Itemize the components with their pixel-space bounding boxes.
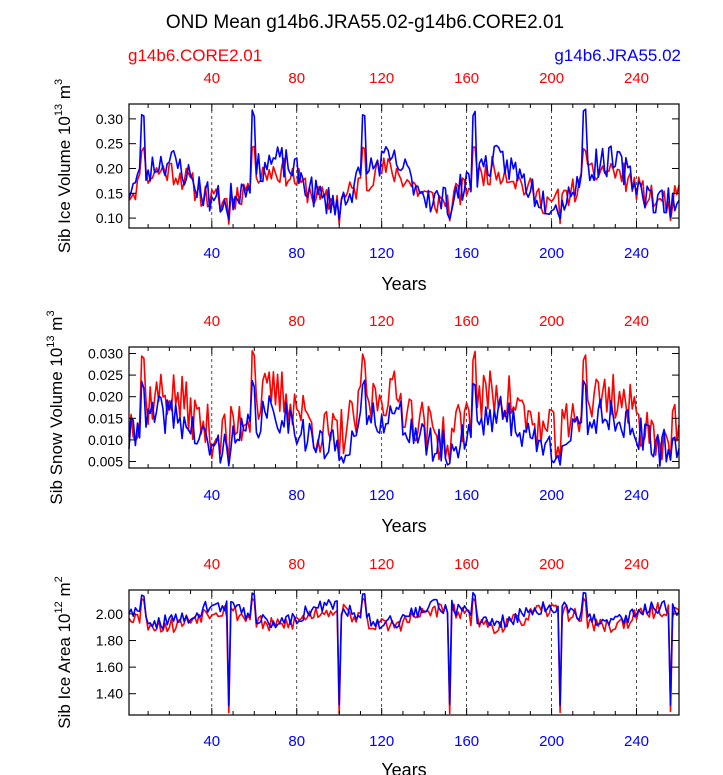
y-axis-label-base: 10	[55, 116, 74, 140]
y-tick-label: 0.010	[88, 432, 123, 448]
panel-sib-ice-volume: 40 40 80 80 120 120 160 160 200 200 240 240 0.10 0.15…	[53, 70, 680, 294]
x-tick-label-top: 80	[288, 556, 305, 573]
y-axis-label-text: Sib Ice Volume	[55, 140, 74, 253]
y-axis-label-unit: m	[47, 317, 66, 336]
y-axis-label: Sib Ice Area 1012 m2	[53, 576, 74, 729]
x-tick-label-top: 40	[203, 313, 220, 330]
y-axis-label-base: 10	[47, 348, 66, 372]
y-axis-label-power: 13	[53, 104, 65, 116]
series-line-jra	[128, 379, 680, 467]
y-axis-label-unit: m	[55, 582, 74, 601]
figure-title: OND Mean g14b6.JRA55.02-g14b6.CORE2.01	[166, 12, 564, 33]
plot-frame	[128, 346, 680, 469]
series-line-jra	[128, 108, 680, 221]
x-tick-label-bottom: 160	[454, 487, 479, 504]
x-tick-label-bottom: 80	[288, 245, 305, 262]
y-axis-label-text: Sib Snow Volume	[47, 371, 66, 504]
series-line-core	[128, 350, 680, 462]
panel-sib-ice-area: 40 40 80 80 120 120 160 160 200 200 240 240 1.40 1.60…	[53, 556, 680, 775]
x-tick-label-bottom: 40	[203, 245, 220, 262]
y-axis-label-base: 10	[55, 613, 74, 637]
x-tick-label-bottom: 160	[454, 245, 479, 262]
x-tick-label-bottom: 240	[624, 487, 649, 504]
y-axis-label-unit-power: 3	[53, 79, 65, 85]
x-tick-label-top: 240	[624, 70, 649, 87]
y-tick-label: 2.00	[96, 606, 123, 622]
x-tick-label-top: 120	[369, 313, 394, 330]
x-tick-label-top: 160	[454, 70, 479, 87]
y-tick-label: 0.10	[96, 210, 123, 226]
x-tick-label-bottom: 80	[288, 487, 305, 504]
x-tick-label-top: 40	[203, 70, 220, 87]
x-tick-label-bottom: 80	[288, 733, 305, 750]
y-tick-label: 0.15	[96, 185, 123, 201]
y-tick-label: 0.30	[96, 111, 123, 127]
y-axis-label: Sib Ice Volume 1013 m3	[53, 79, 74, 253]
x-tick-label-bottom: 40	[203, 733, 220, 750]
x-tick-label-top: 200	[539, 70, 564, 87]
y-axis-label-power: 12	[53, 601, 65, 613]
legend-right-label: g14b6.JRA55.02	[554, 46, 681, 65]
y-tick-label: 0.25	[96, 136, 123, 152]
plot-frame	[128, 589, 680, 716]
x-tick-label-bottom: 120	[369, 733, 394, 750]
y-axis-label-unit-power: 2	[53, 576, 65, 582]
x-tick-label-bottom: 120	[369, 245, 394, 262]
x-tick-label-top: 40	[203, 556, 220, 573]
x-tick-label-top: 200	[539, 313, 564, 330]
y-axis-label-unit-power: 3	[45, 310, 57, 316]
y-tick-label: 1.60	[96, 659, 123, 675]
series-line-core	[128, 597, 680, 715]
y-axis-label-unit: m	[55, 85, 74, 104]
x-tick-label-top: 240	[624, 556, 649, 573]
panel-sib-snow-volume: 40 40 80 80 120 120 160 160 200 200 240 240 0.005 0.0…	[45, 310, 680, 536]
x-tick-label-top: 120	[369, 556, 394, 573]
x-tick-label-bottom: 200	[539, 733, 564, 750]
x-tick-label-bottom: 120	[369, 487, 394, 504]
x-tick-label-top: 120	[369, 70, 394, 87]
y-tick-label: 0.015	[88, 410, 123, 426]
y-tick-label: 0.005	[88, 454, 123, 470]
x-axis-label: Years	[381, 274, 426, 294]
x-tick-label-bottom: 240	[624, 733, 649, 750]
x-tick-label-bottom: 160	[454, 733, 479, 750]
plot-frame	[128, 103, 680, 229]
x-tick-label-top: 200	[539, 556, 564, 573]
legend-left-label: g14b6.CORE2.01	[128, 46, 262, 65]
y-tick-label: 1.40	[96, 686, 123, 702]
x-tick-label-bottom: 200	[539, 245, 564, 262]
y-tick-label: 1.80	[96, 633, 123, 649]
x-tick-label-bottom: 240	[624, 245, 649, 262]
x-tick-label-bottom: 200	[539, 487, 564, 504]
y-tick-label: 0.025	[88, 367, 123, 383]
y-axis-label: Sib Snow Volume 1013 m3	[45, 310, 66, 504]
x-tick-label-bottom: 40	[203, 487, 220, 504]
y-tick-label: 0.20	[96, 160, 123, 176]
x-axis-label: Years	[381, 516, 426, 536]
series-line-jra	[128, 591, 680, 707]
y-tick-label: 0.020	[88, 389, 123, 405]
x-tick-label-top: 80	[288, 70, 305, 87]
x-axis-label: Years	[381, 760, 426, 775]
y-axis-label-power: 13	[45, 335, 57, 347]
x-tick-label-top: 160	[454, 556, 479, 573]
x-tick-label-top: 240	[624, 313, 649, 330]
y-axis-label-text: Sib Ice Area	[55, 637, 74, 729]
y-tick-label: 0.030	[88, 345, 123, 361]
x-tick-label-top: 160	[454, 313, 479, 330]
x-tick-label-top: 80	[288, 313, 305, 330]
